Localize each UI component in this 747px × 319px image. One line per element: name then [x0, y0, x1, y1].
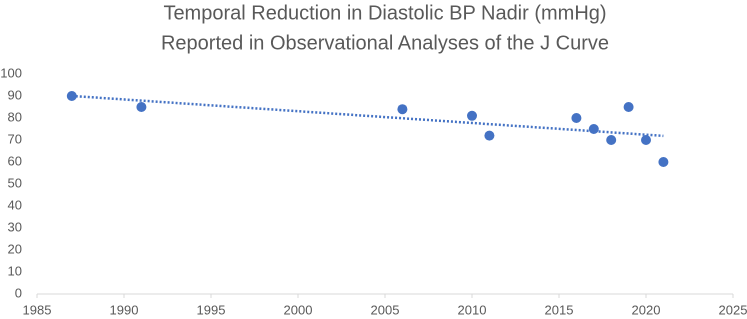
data-point — [136, 102, 147, 112]
x-tick-label: 1985 — [23, 302, 52, 317]
data-point — [467, 110, 477, 121]
x-tick-label: 2020 — [632, 302, 661, 317]
y-tick-label: 40 — [8, 197, 22, 212]
y-tick-label: 20 — [8, 241, 22, 256]
data-point — [66, 91, 77, 101]
data-point — [397, 104, 408, 115]
data-point — [571, 113, 582, 123]
y-tick-label: 70 — [8, 131, 22, 146]
y-tick-label: 10 — [8, 263, 22, 278]
chart-title: Reported in Observational Analyses of th… — [161, 32, 609, 54]
data-point — [623, 102, 634, 112]
x-tick-label: 2025 — [719, 302, 747, 317]
y-tick-label: 90 — [8, 87, 22, 102]
y-tick-label: 60 — [8, 153, 22, 168]
x-tick-label: 2000 — [284, 302, 313, 317]
data-point — [658, 157, 669, 167]
data-point — [588, 124, 599, 134]
y-tick-label: 30 — [8, 219, 22, 234]
data-point — [606, 135, 617, 145]
data-point — [641, 135, 651, 145]
x-tick-label: 2015 — [545, 302, 574, 317]
y-tick-label: 0 — [15, 285, 22, 300]
chart-title: Temporal Reduction in Diastolic BP Nadir… — [163, 2, 606, 24]
x-tick-label: 1995 — [197, 302, 226, 317]
y-tick-label: 100 — [0, 65, 22, 80]
y-tick-label: 80 — [8, 109, 22, 124]
data-point — [484, 130, 495, 141]
trendline — [71, 94, 664, 138]
x-tick-label: 2010 — [458, 302, 487, 317]
x-tick-label: 2005 — [371, 302, 400, 317]
y-tick-label: 50 — [8, 175, 22, 190]
x-tick-label: 1990 — [110, 302, 139, 317]
